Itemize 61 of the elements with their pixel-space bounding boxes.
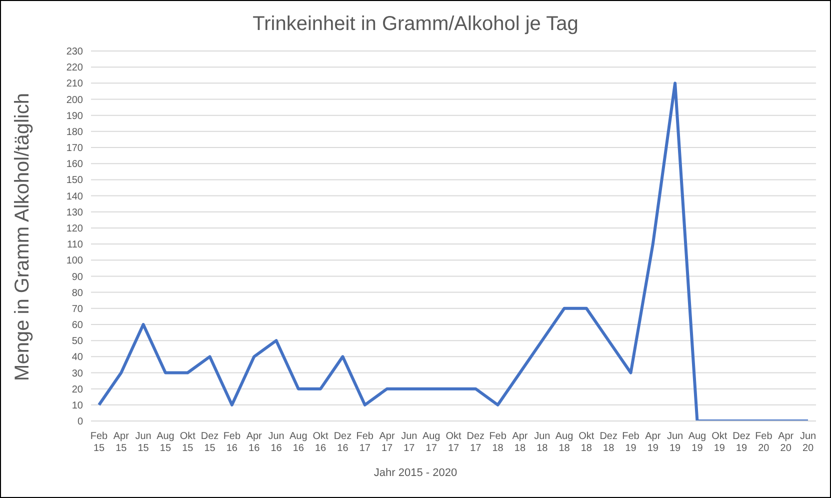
y-tick-label: 90	[72, 272, 84, 283]
y-tick-label: 150	[66, 175, 84, 186]
x-tick-label: Feb 17	[356, 431, 374, 454]
x-tick-label: Jun 17	[401, 431, 418, 454]
x-tick-label: Jun 15	[135, 431, 152, 454]
x-tick-label: Feb 18	[489, 431, 507, 454]
x-tick-label: Okt 19	[712, 431, 728, 454]
y-tick-label: 50	[72, 336, 84, 348]
y-tick-label: 110	[67, 240, 84, 251]
y-tick-label: 80	[72, 288, 84, 299]
x-tick-label: Apr 15	[113, 431, 130, 454]
x-tick-label: Aug 15	[156, 431, 174, 454]
x-tick-label: Okt 16	[312, 431, 329, 454]
line-series	[98, 82, 810, 421]
y-tick-label: 140	[66, 191, 84, 202]
y-tick-label: 120	[66, 224, 84, 235]
x-tick-label: Aug 16	[290, 431, 308, 454]
y-tick-label: 130	[66, 207, 84, 218]
y-tick-label: 210	[66, 78, 84, 90]
y-tick-label: 230	[66, 46, 84, 58]
x-tick-label: Feb 20	[755, 431, 773, 454]
x-tick-label: Jun 19	[667, 431, 684, 454]
y-tick-label: 160	[66, 159, 84, 170]
x-tick-label: Dez 16	[334, 431, 352, 454]
x-tick-label: Okt 15	[180, 431, 196, 454]
x-tick-label: Dez 18	[600, 431, 618, 454]
y-tick-label: 40	[72, 352, 84, 364]
x-tick-label: Jun 20	[800, 431, 816, 454]
x-axis-title: Jahr 2015 - 2020	[372, 467, 458, 479]
y-tick-label: 170	[66, 143, 84, 154]
y-tick-label: 190	[66, 110, 84, 122]
x-tick-label: Dez 15	[200, 431, 219, 454]
y-tick-label: 220	[66, 62, 84, 74]
x-tick-label: Feb 15	[90, 431, 108, 454]
x-tick-label: Jun 16	[268, 431, 284, 454]
y-tick-label: 70	[72, 304, 84, 315]
x-tick-label: Apr 16	[246, 431, 263, 454]
x-tick-label: Dez 17	[466, 431, 485, 454]
x-tick-label: Aug 19	[688, 431, 706, 454]
y-tick-label: 30	[72, 368, 84, 380]
x-tick-label: Apr 18	[512, 431, 528, 454]
y-tick-label: 0	[77, 416, 84, 428]
chart-title: Trinkeinheit in Gramm/Alkohol je Tag	[252, 13, 580, 36]
y-tick-label: 180	[66, 126, 84, 138]
y-axis-title: Menge in Gramm Alkohol/täglich	[12, 93, 34, 381]
y-tick-label: 100	[66, 256, 84, 267]
y-tick-label: 60	[72, 320, 84, 332]
x-tick-label: Jun 18	[534, 431, 550, 454]
y-tick-label: 200	[66, 94, 84, 106]
x-tick-label: Okt 18	[578, 431, 594, 454]
x-tick-label: Apr 19	[645, 431, 662, 454]
y-tick-label: 20	[72, 384, 84, 396]
x-tick-label: Feb 19	[622, 431, 640, 454]
x-tick-label: Apr 20	[778, 431, 794, 454]
x-tick-label: Aug 18	[555, 431, 574, 454]
x-tick-label: Aug 17	[422, 431, 440, 454]
x-tick-label: Feb 16	[223, 431, 241, 454]
x-tick-label: Apr 17	[379, 431, 396, 454]
y-tick-label: 10	[72, 400, 84, 412]
x-tick-label: Okt 17	[446, 431, 462, 454]
x-tick-label: Dez 19	[732, 431, 750, 454]
